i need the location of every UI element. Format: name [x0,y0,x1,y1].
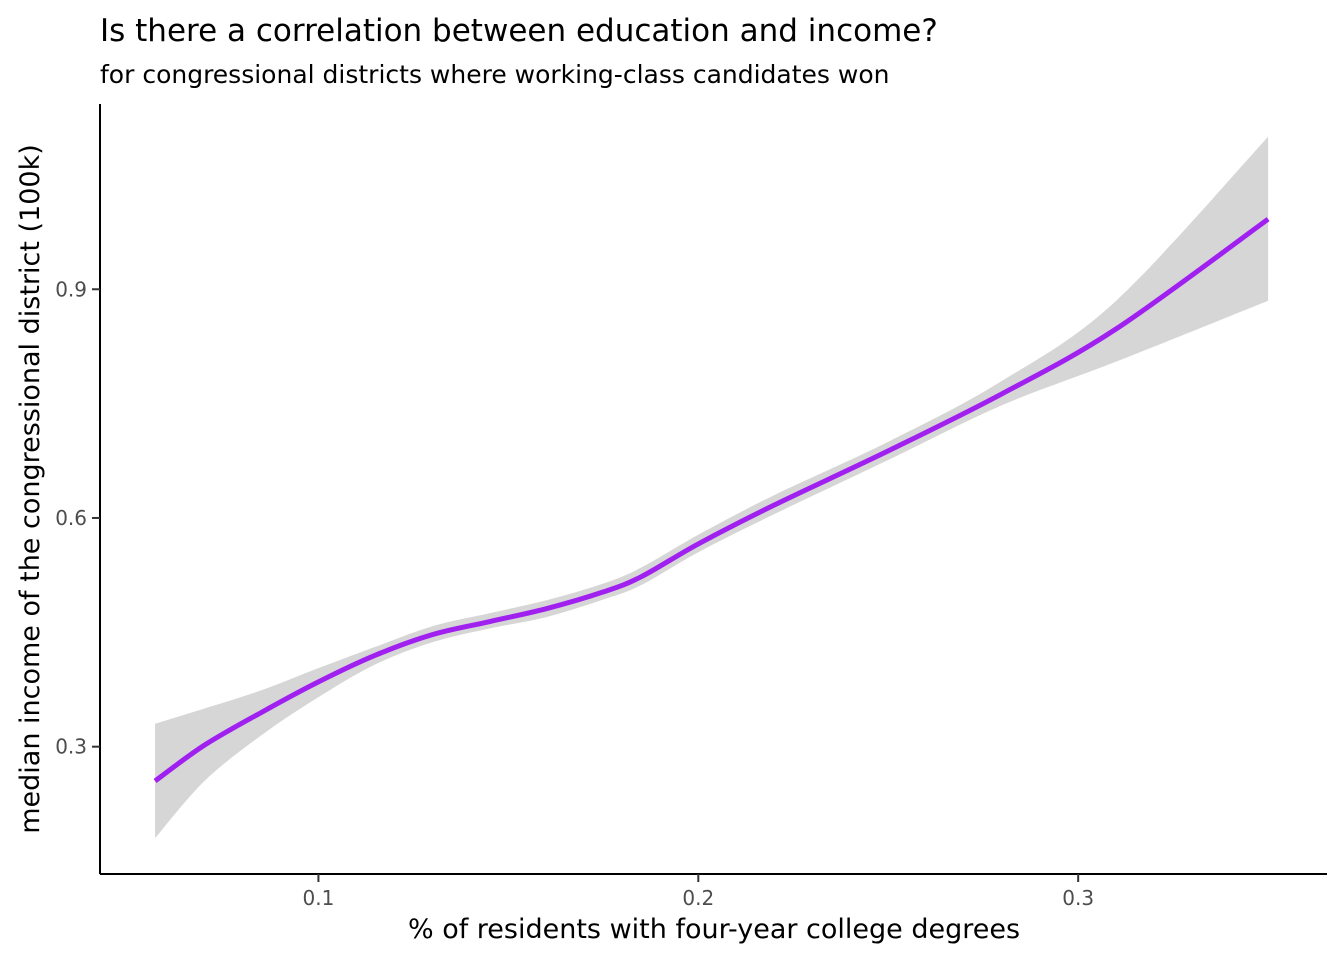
y-axis-title: median income of the congressional distr… [15,144,46,834]
x-axis-title: % of residents with four-year college de… [408,914,1020,945]
y-tick-label: 0.9 [55,277,87,301]
plot-area [153,136,1270,839]
y-axis-ticks: 0.3 0.6 0.9 [55,277,100,759]
y-tick-label: 0.3 [55,735,87,759]
x-tick-label: 0.1 [303,886,335,910]
chart-title: Is there a correlation between education… [100,13,938,49]
x-tick-label: 0.3 [1062,886,1094,910]
x-axis-ticks: 0.1 0.2 0.3 [303,874,1094,910]
x-tick-label: 0.2 [682,886,714,910]
confidence-band [155,136,1269,839]
trend-line [153,217,1270,784]
chart-subtitle: for congressional districts where workin… [100,60,890,89]
y-tick-label: 0.6 [55,506,87,530]
